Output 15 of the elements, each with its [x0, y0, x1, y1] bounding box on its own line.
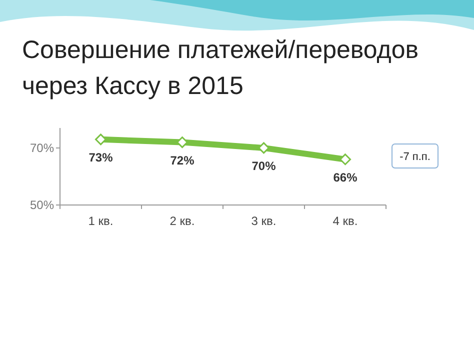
point — [95, 134, 106, 146]
text: 66% — [333, 170, 358, 184]
chart-title: Совершение платежей/переводов через Кассу в 2015 — [22, 36, 419, 100]
x-tick-label: 2 кв. — [170, 214, 195, 228]
point — [176, 136, 188, 148]
x-tick-label: 3 кв. — [251, 214, 276, 228]
x-tick-label: 4 кв. — [332, 214, 358, 228]
point — [258, 142, 270, 154]
text: 72% — [170, 153, 194, 168]
text: -7 п.п. — [400, 150, 430, 163]
text: 73% — [88, 150, 113, 164]
x-tick-label: 1 кв. — [88, 214, 114, 228]
point — [340, 154, 351, 166]
y-tick-label: 50% — [30, 198, 54, 212]
text: 70% — [252, 158, 276, 173]
